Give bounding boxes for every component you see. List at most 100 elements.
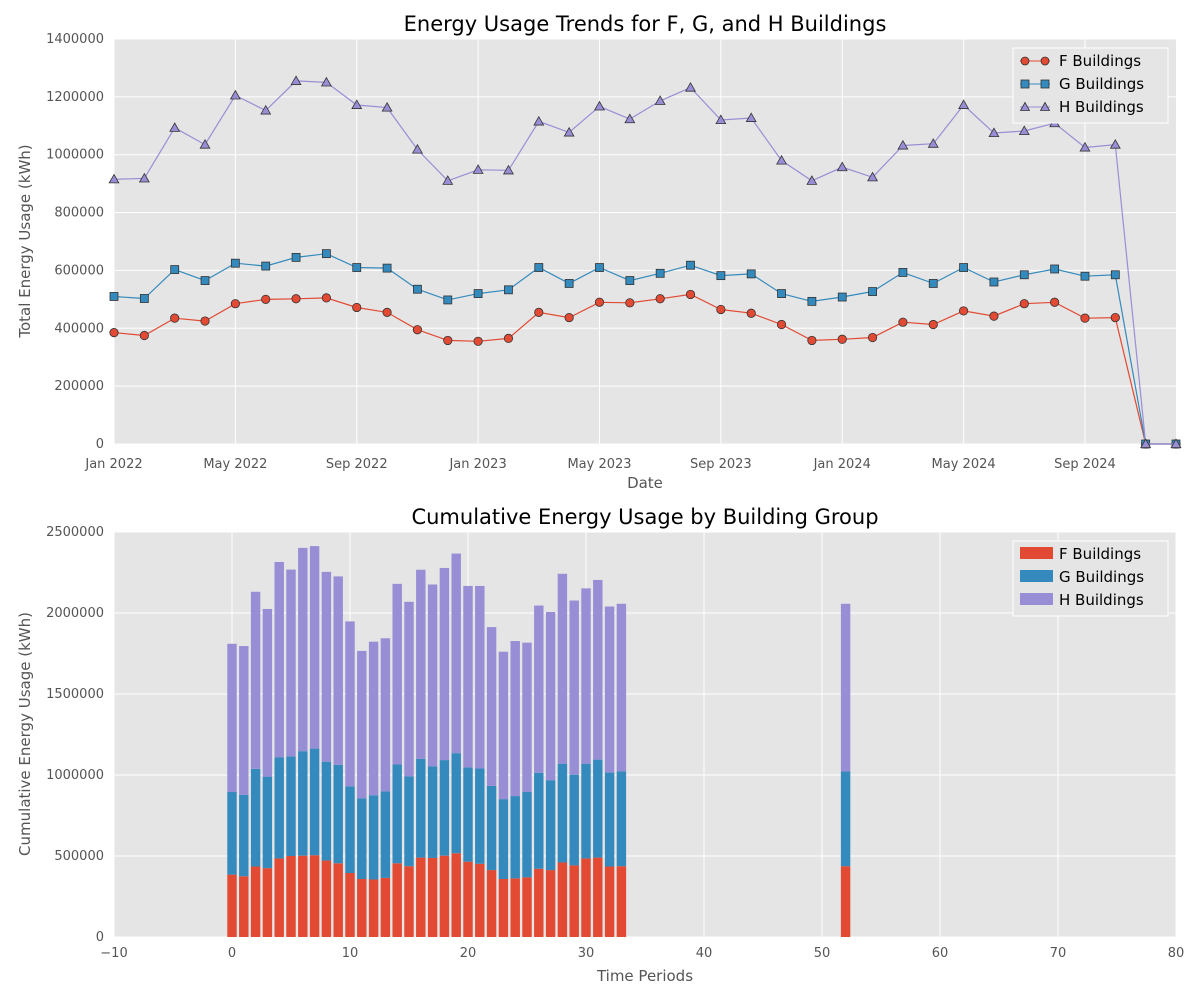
data-point bbox=[291, 294, 301, 304]
bar-segment-f bbox=[486, 870, 497, 937]
data-point bbox=[958, 306, 969, 316]
bar-segment-g bbox=[227, 792, 237, 875]
data-point bbox=[290, 75, 302, 85]
line-chart-y-tick-label: 800000 bbox=[54, 206, 104, 221]
bar-segment-f bbox=[475, 863, 485, 937]
bar-segment-h bbox=[840, 603, 851, 772]
bar-segment-g bbox=[286, 756, 296, 856]
bar-chart-x-tick-label: 50 bbox=[814, 946, 831, 961]
bar-segment-h bbox=[227, 643, 237, 793]
data-point bbox=[564, 279, 574, 288]
bar-segment-f bbox=[286, 856, 296, 937]
data-point bbox=[229, 89, 241, 100]
bar-segment-h bbox=[404, 601, 414, 777]
data-point bbox=[776, 319, 787, 330]
data-point bbox=[352, 263, 362, 272]
bar-segment-f bbox=[498, 879, 509, 937]
series-line-f bbox=[113, 293, 1176, 445]
data-point bbox=[382, 307, 392, 317]
bar-segment-f bbox=[840, 866, 851, 937]
bar-chart-x-tick-label: 40 bbox=[696, 946, 713, 961]
data-point bbox=[624, 113, 636, 124]
bar-segment-g bbox=[262, 776, 273, 869]
bar-segment-h bbox=[604, 606, 615, 773]
bar-segment-f bbox=[298, 855, 308, 937]
legend-h-marker-left bbox=[1019, 101, 1031, 111]
bar-segment-h bbox=[380, 638, 391, 792]
bar-segment-g bbox=[557, 763, 568, 863]
line-chart-y-tick-label: 600000 bbox=[54, 263, 104, 278]
bar-segment-f bbox=[227, 874, 237, 937]
line-chart-legend: F Buildings G Buildings H Buildings bbox=[1012, 47, 1169, 124]
bar-segment-h bbox=[534, 605, 544, 773]
data-point bbox=[1019, 270, 1029, 280]
data-point bbox=[169, 122, 181, 132]
data-point bbox=[1050, 264, 1060, 274]
data-point bbox=[108, 173, 120, 184]
line-chart-x-ticks: Jan 2022 May 2022 Sep 2022 Jan 2023 May 2023… bbox=[84, 457, 1115, 472]
bar-segment-g bbox=[604, 772, 615, 867]
bar-segment-h bbox=[427, 584, 438, 767]
legend-f-swatch bbox=[1020, 547, 1053, 559]
data-point bbox=[382, 263, 392, 273]
bar-segment-g bbox=[298, 751, 308, 856]
bar-segment-h bbox=[333, 576, 343, 765]
line-chart-x-tick-label: Sep 2023 bbox=[690, 457, 752, 472]
bar-segment-g bbox=[380, 791, 391, 878]
data-point bbox=[807, 335, 817, 346]
bar-segment-h bbox=[545, 612, 556, 781]
line-chart-x-tick-label: May 2024 bbox=[932, 457, 996, 472]
data-point bbox=[351, 99, 363, 109]
data-point bbox=[959, 263, 968, 272]
bar-segment-f bbox=[357, 879, 367, 937]
bar-segment-g bbox=[427, 766, 438, 858]
data-point bbox=[1080, 271, 1090, 281]
data-point bbox=[109, 292, 119, 301]
data-point bbox=[1170, 438, 1182, 449]
line-chart-plot-area bbox=[114, 39, 1176, 444]
legend-g-marker-right bbox=[1040, 79, 1050, 89]
bar-segment-h bbox=[368, 641, 379, 796]
bar-chart-x-tick-label: −10 bbox=[100, 946, 127, 961]
data-point bbox=[291, 253, 301, 262]
bar-segment-f bbox=[333, 863, 343, 937]
legend-f-marker-left bbox=[1020, 56, 1030, 66]
bar-segment-h bbox=[569, 600, 579, 775]
bar-segment-f bbox=[392, 863, 402, 937]
legend-g-label: G Buildings bbox=[1059, 75, 1144, 93]
data-point bbox=[716, 271, 726, 281]
bar-segment-f bbox=[522, 877, 532, 937]
data-point bbox=[109, 328, 119, 338]
bar-segment-f bbox=[239, 876, 249, 937]
bar-segment-h bbox=[298, 547, 308, 752]
data-point bbox=[321, 293, 331, 303]
line-chart: Jan 2022 May 2022 Sep 2022 Jan 2023 May 2023… bbox=[16, 12, 1182, 492]
line-chart-x-tick-label: Jan 2023 bbox=[448, 457, 506, 472]
data-point bbox=[777, 289, 786, 298]
bar-chart-y-tick-label: 2000000 bbox=[46, 606, 104, 621]
data-point bbox=[655, 294, 665, 304]
data-point bbox=[200, 316, 210, 326]
data-point bbox=[1080, 313, 1090, 323]
bar-chart-y-tick-label: 1000000 bbox=[46, 768, 104, 783]
line-chart-y-ticks: 0 200000 400000 600000 800000 1000000 1200000 1… bbox=[46, 32, 104, 452]
data-point bbox=[261, 261, 271, 271]
data-point bbox=[1019, 299, 1029, 309]
bar-segment-f bbox=[557, 862, 568, 937]
bar-segment-g bbox=[534, 772, 544, 869]
bar-chart-bars bbox=[227, 546, 851, 937]
data-point bbox=[443, 335, 453, 346]
bar-chart-x-tick-label: 80 bbox=[1168, 946, 1185, 961]
data-point bbox=[593, 100, 605, 111]
data-point bbox=[411, 143, 423, 154]
legend-f-label: F Buildings bbox=[1059, 52, 1141, 70]
legend-f-label: F Buildings bbox=[1059, 545, 1141, 563]
data-point bbox=[138, 172, 150, 183]
data-point bbox=[958, 99, 970, 109]
bar-segment-f bbox=[510, 878, 520, 937]
bar-segment-h bbox=[616, 603, 627, 772]
bar-segment-h bbox=[392, 583, 402, 765]
data-point bbox=[685, 81, 697, 92]
bar-segment-f bbox=[427, 857, 438, 937]
bar-segment-h bbox=[486, 627, 497, 786]
